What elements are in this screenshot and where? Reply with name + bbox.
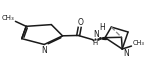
Text: CH₃: CH₃ bbox=[2, 15, 15, 21]
Text: H: H bbox=[99, 23, 105, 32]
Text: H: H bbox=[92, 40, 98, 46]
Text: O: O bbox=[78, 17, 84, 27]
Text: N: N bbox=[93, 30, 98, 39]
Text: N: N bbox=[123, 49, 129, 58]
Text: CH₃: CH₃ bbox=[132, 40, 144, 46]
Text: N: N bbox=[41, 46, 47, 55]
